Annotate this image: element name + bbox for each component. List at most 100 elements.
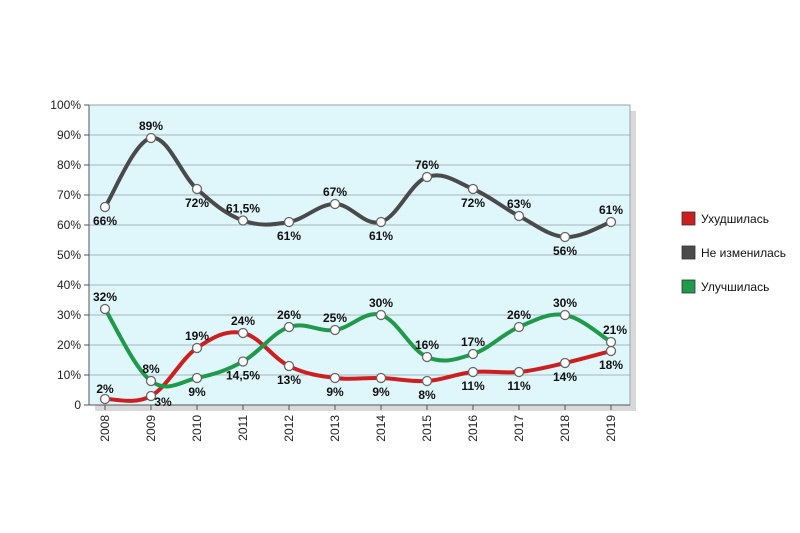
data-point-worsened bbox=[283, 360, 295, 372]
y-tick-label: 40% bbox=[57, 278, 81, 292]
data-label-unchanged: 67% bbox=[323, 185, 347, 199]
legend-swatch-unchanged bbox=[681, 245, 696, 260]
data-label-improved: 26% bbox=[277, 308, 301, 322]
data-label-unchanged: 61% bbox=[277, 229, 301, 243]
data-label-worsened: 3% bbox=[154, 395, 172, 409]
data-label-unchanged: 89% bbox=[139, 119, 163, 133]
data-label-worsened: 2% bbox=[96, 382, 114, 396]
x-tick-label: 2009 bbox=[144, 415, 158, 442]
data-label-unchanged: 61,5% bbox=[226, 202, 260, 216]
data-label-worsened: 24% bbox=[231, 314, 255, 328]
y-tick-label: 10% bbox=[57, 368, 81, 382]
legend-label-improved: Улучшилась bbox=[701, 280, 769, 294]
data-point-unchanged bbox=[99, 201, 111, 213]
data-label-improved: 30% bbox=[369, 296, 393, 310]
data-label-worsened: 11% bbox=[461, 379, 485, 393]
data-label-unchanged: 76% bbox=[415, 158, 439, 172]
data-label-unchanged: 56% bbox=[553, 244, 577, 258]
data-label-improved: 32% bbox=[93, 290, 117, 304]
data-point-unchanged bbox=[513, 210, 525, 222]
data-label-improved: 8% bbox=[142, 362, 160, 376]
data-point-worsened bbox=[513, 366, 525, 378]
data-point-improved bbox=[559, 309, 571, 321]
y-tick-label: 90% bbox=[57, 128, 81, 142]
data-label-unchanged: 72% bbox=[185, 196, 209, 210]
data-label-worsened: 19% bbox=[185, 329, 209, 343]
data-point-worsened bbox=[467, 366, 479, 378]
y-tick-label: 100% bbox=[50, 98, 81, 112]
x-tick-label: 2017 bbox=[512, 415, 526, 442]
data-label-unchanged: 61% bbox=[599, 203, 623, 217]
legend-swatch-improved bbox=[681, 279, 696, 294]
data-point-worsened bbox=[237, 327, 249, 339]
data-label-unchanged: 66% bbox=[93, 214, 117, 228]
data-point-unchanged bbox=[145, 132, 157, 144]
x-tick-label: 2008 bbox=[98, 415, 112, 442]
y-tick-label: 80% bbox=[57, 158, 81, 172]
legend-label-unchanged: Не изменилась bbox=[701, 246, 786, 260]
data-point-improved bbox=[605, 336, 617, 348]
data-point-unchanged bbox=[237, 215, 249, 226]
data-label-worsened: 18% bbox=[599, 358, 623, 372]
data-point-improved bbox=[467, 348, 479, 360]
y-tick-label: 0 bbox=[74, 398, 81, 412]
data-label-worsened: 9% bbox=[372, 385, 390, 399]
y-tick-label: 60% bbox=[57, 218, 81, 232]
data-point-improved bbox=[513, 321, 525, 333]
data-label-unchanged: 63% bbox=[507, 197, 531, 211]
x-tick-label: 2015 bbox=[420, 415, 434, 442]
data-point-worsened bbox=[99, 393, 111, 405]
data-label-worsened: 11% bbox=[507, 379, 531, 393]
data-point-worsened bbox=[145, 390, 157, 402]
y-tick-label: 30% bbox=[57, 308, 81, 322]
data-label-improved: 16% bbox=[415, 338, 439, 352]
data-label-worsened: 8% bbox=[418, 388, 436, 402]
x-tick-label: 2013 bbox=[328, 415, 342, 442]
data-point-unchanged bbox=[375, 216, 387, 228]
data-label-worsened: 9% bbox=[326, 385, 344, 399]
legend-swatch-worsened bbox=[681, 211, 696, 226]
data-label-improved: 17% bbox=[461, 335, 485, 349]
data-point-improved bbox=[375, 309, 387, 321]
data-label-unchanged: 61% bbox=[369, 229, 393, 243]
legend-label-worsened: Ухудшилась bbox=[701, 212, 769, 226]
y-tick-label: 20% bbox=[57, 338, 81, 352]
x-tick-label: 2018 bbox=[558, 415, 572, 442]
data-point-unchanged bbox=[283, 216, 295, 228]
data-point-worsened bbox=[375, 372, 387, 384]
data-point-unchanged bbox=[559, 231, 571, 243]
data-point-unchanged bbox=[467, 183, 479, 195]
data-point-improved bbox=[329, 324, 341, 336]
data-point-unchanged bbox=[329, 198, 341, 210]
data-point-unchanged bbox=[191, 183, 203, 195]
data-label-improved: 30% bbox=[553, 296, 577, 310]
data-point-unchanged bbox=[605, 216, 617, 228]
x-tick-label: 2016 bbox=[466, 415, 480, 442]
data-point-improved bbox=[191, 372, 203, 384]
data-label-improved: 14,5% bbox=[226, 369, 260, 383]
y-tick-label: 50% bbox=[57, 248, 81, 262]
x-tick-label: 2010 bbox=[190, 415, 204, 442]
data-point-unchanged bbox=[421, 171, 433, 183]
x-tick-label: 2014 bbox=[374, 415, 388, 442]
data-label-improved: 26% bbox=[507, 308, 531, 322]
x-tick-label: 2019 bbox=[604, 415, 618, 442]
x-tick-label: 2011 bbox=[236, 415, 250, 441]
data-point-worsened bbox=[605, 345, 617, 357]
data-point-improved bbox=[99, 303, 111, 315]
data-point-worsened bbox=[559, 357, 571, 369]
data-label-improved: 25% bbox=[323, 311, 347, 325]
data-point-improved bbox=[421, 351, 433, 363]
data-point-worsened bbox=[191, 342, 203, 354]
data-point-improved bbox=[237, 356, 249, 367]
data-point-improved bbox=[283, 321, 295, 333]
x-tick-label: 2012 bbox=[282, 415, 296, 442]
y-tick-label: 70% bbox=[57, 188, 81, 202]
data-label-improved: 21% bbox=[603, 323, 627, 337]
data-label-worsened: 14% bbox=[553, 370, 577, 384]
data-point-worsened bbox=[421, 375, 433, 387]
data-point-worsened bbox=[329, 372, 341, 384]
data-point-improved bbox=[145, 375, 157, 387]
data-label-worsened: 13% bbox=[277, 373, 301, 387]
